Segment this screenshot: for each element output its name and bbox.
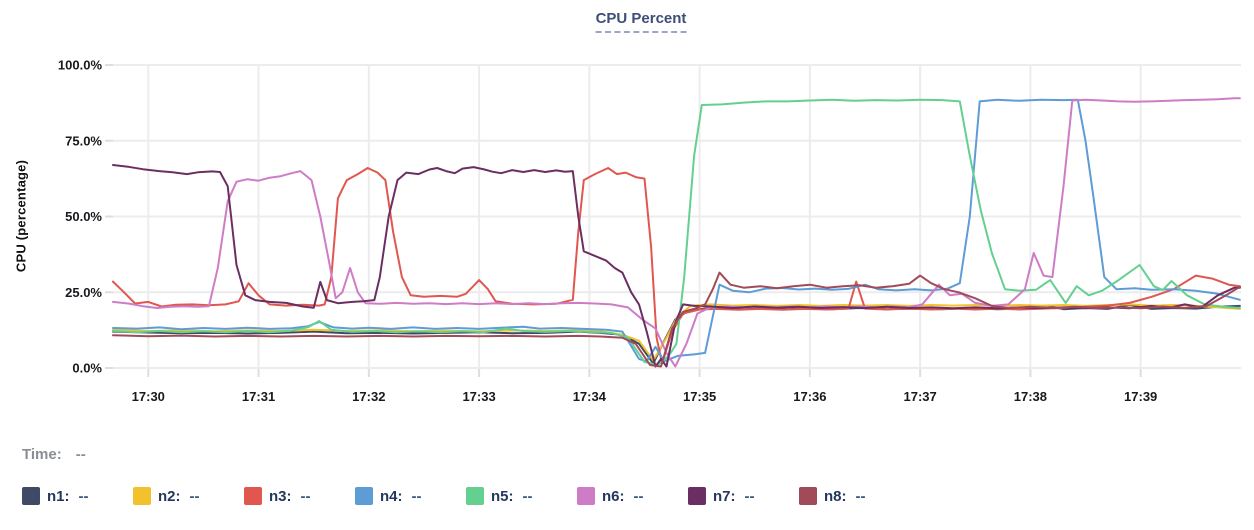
series-line-n4 — [112, 98, 1241, 363]
legend-swatch-n1 — [22, 487, 40, 505]
legend-item-n8[interactable]: n8: -- — [799, 487, 910, 505]
legend-label: n7: — [713, 487, 736, 505]
legend-value: -- — [300, 487, 311, 505]
series-line-n5 — [112, 98, 1241, 366]
series-line-n6 — [112, 97, 1241, 368]
legend-swatch-n8 — [799, 487, 817, 505]
x-tick-label: 17:35 — [683, 389, 716, 404]
x-tick-label: 17:32 — [352, 389, 385, 404]
legend-swatch-n3 — [244, 487, 262, 505]
legend-value: -- — [411, 487, 422, 505]
legend-time-row: Time: -- — [22, 446, 86, 463]
series-line-n7 — [112, 164, 1241, 368]
x-tick-label: 17:36 — [793, 389, 826, 404]
time-value: -- — [75, 446, 86, 463]
legend-label: n5: — [491, 487, 514, 505]
legend-value: -- — [744, 487, 755, 505]
legend-label: n1: — [47, 487, 70, 505]
time-label: Time: — [22, 446, 62, 463]
x-tick-label: 17:39 — [1124, 389, 1157, 404]
panel-title[interactable]: CPU Percent — [595, 10, 687, 33]
legend-value: -- — [633, 487, 644, 505]
x-tick-label: 17:37 — [904, 389, 937, 404]
x-tick-label: 17:34 — [573, 389, 607, 404]
cpu-percent-chart[interactable]: 0.0% 25.0% 50.0% 75.0% 100.0% 17:30 17:31 17:32… — [0, 0, 1254, 420]
legend-item-n2[interactable]: n2: -- — [133, 487, 244, 505]
x-tick-label: 17:30 — [132, 389, 165, 404]
y-tick-label: 0.0% — [72, 361, 102, 376]
legend-item-n4[interactable]: n4: -- — [355, 487, 466, 505]
legend-label: n3: — [269, 487, 292, 505]
legend-label: n2: — [158, 487, 181, 505]
legend-label: n6: — [602, 487, 625, 505]
x-tick-label: 17:33 — [462, 389, 495, 404]
x-tick-label: 17:38 — [1014, 389, 1047, 404]
y-tick-label: 100.0% — [58, 58, 103, 73]
legend-swatch-n4 — [355, 487, 373, 505]
series-line-n1 — [112, 304, 1241, 365]
legend-item-n1[interactable]: n1: -- — [22, 487, 133, 505]
legend-item-n3[interactable]: n3: -- — [244, 487, 355, 505]
y-tick-label: 25.0% — [65, 285, 102, 300]
legend-value: -- — [522, 487, 533, 505]
series-line-n3 — [112, 167, 1241, 365]
legend-item-n5[interactable]: n5: -- — [466, 487, 577, 505]
x-tick-label: 17:31 — [242, 389, 275, 404]
legend-label: n4: — [380, 487, 403, 505]
legend-swatch-n6 — [577, 487, 595, 505]
legend-value: -- — [78, 487, 89, 505]
legend-swatch-n5 — [466, 487, 484, 505]
y-tick-label: 75.0% — [65, 133, 102, 148]
legend-swatch-n7 — [688, 487, 706, 505]
legend-item-n7[interactable]: n7: -- — [688, 487, 799, 505]
y-axis-title: CPU (percentage) — [13, 159, 29, 273]
y-tick-label: 50.0% — [65, 209, 102, 224]
series-line-n8 — [112, 271, 1241, 368]
legend-label: n8: — [824, 487, 847, 505]
legend-swatch-n2 — [133, 487, 151, 505]
legend-value: -- — [189, 487, 200, 505]
series-legend: n1: -- n2: -- n3: -- n4: -- n5: -- n6: -- n7: -- n8: -- — [22, 487, 910, 505]
legend-value: -- — [855, 487, 866, 505]
legend-item-n6[interactable]: n6: -- — [577, 487, 688, 505]
